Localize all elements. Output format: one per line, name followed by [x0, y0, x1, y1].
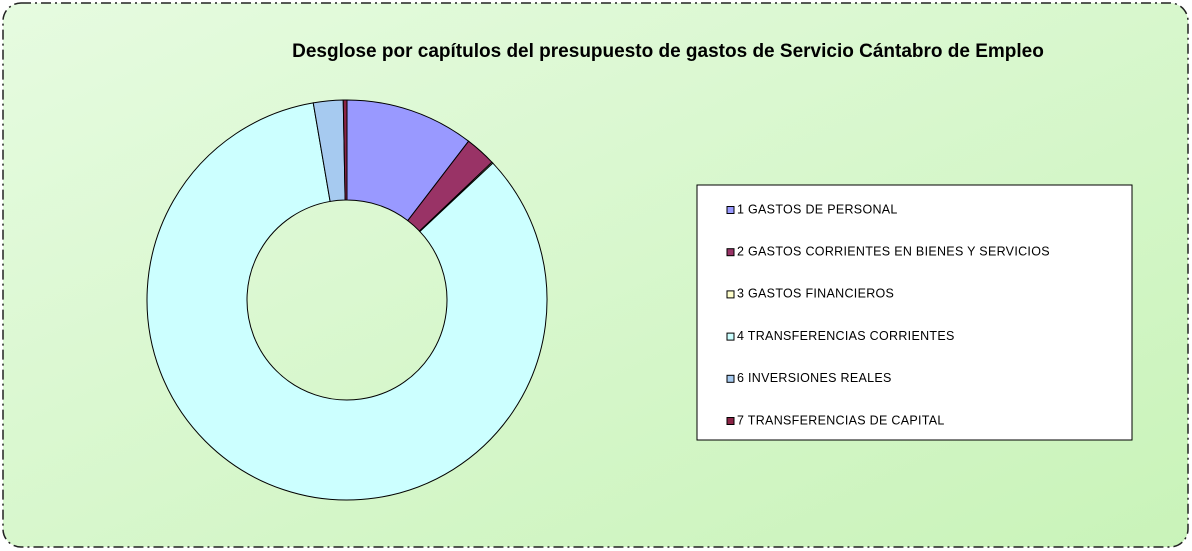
legend-label: 3 GASTOS FINANCIEROS — [737, 287, 894, 301]
legend-label: 1 GASTOS DE PERSONAL — [737, 202, 898, 216]
legend-swatch — [726, 417, 735, 425]
legend-label: 6 INVERSIONES REALES — [737, 371, 892, 385]
legend-label: 4 TRANSFERENCIAS CORRIENTES — [737, 329, 955, 343]
donut-slice — [146, 102, 548, 501]
donut-slice — [342, 99, 348, 201]
legend-swatch — [726, 332, 735, 341]
legend-label: 7 TRANSFERENCIAS DE CAPITAL — [737, 413, 945, 427]
legend-swatch — [726, 290, 735, 299]
legend-box — [696, 184, 1133, 441]
legend-swatch — [726, 248, 735, 257]
legend-swatch — [726, 374, 735, 383]
legend-swatch — [726, 206, 735, 214]
legend-label: 2 GASTOS CORRIENTES EN BIENES Y SERVICIO… — [737, 244, 1050, 258]
chart-title: Desglose por capítulos del presupuesto d… — [292, 41, 1044, 62]
